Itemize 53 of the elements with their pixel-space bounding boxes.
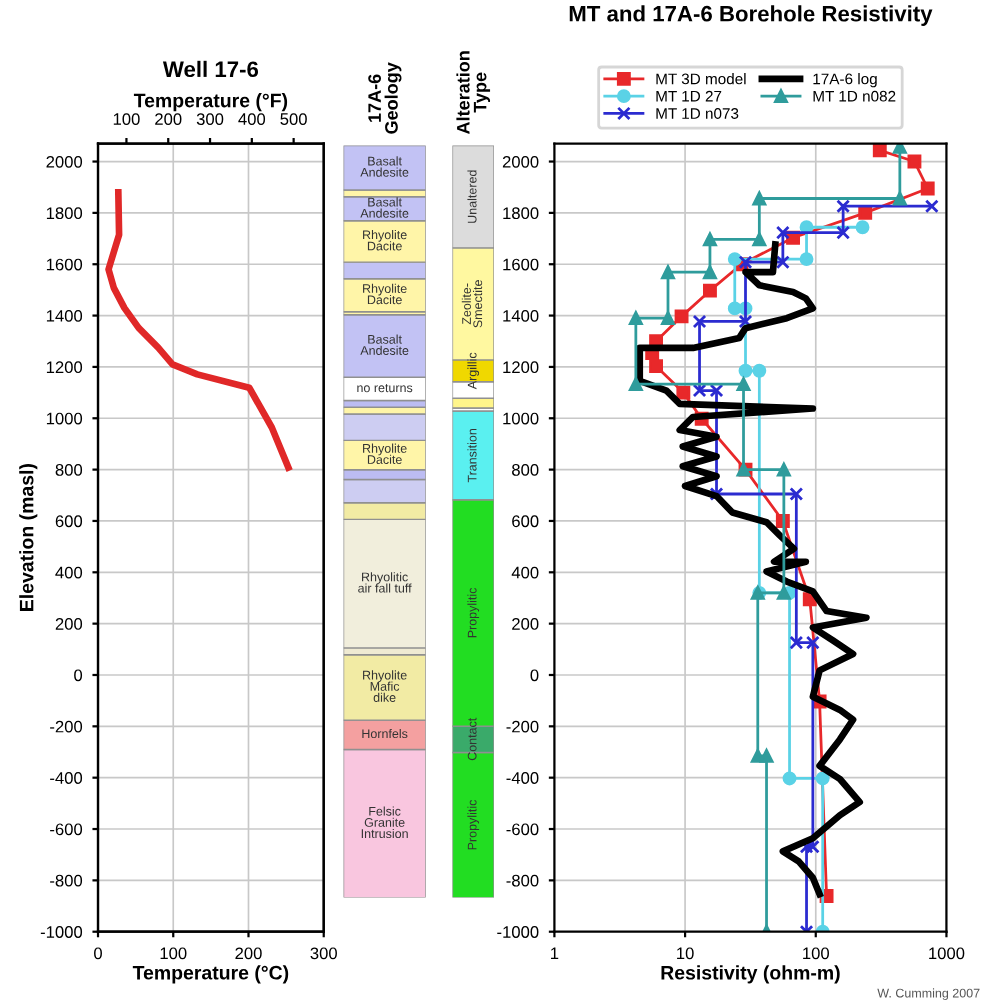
y-tick-label: 1600 xyxy=(46,258,83,271)
x-tick-label: 100 xyxy=(803,947,830,960)
y-tick-label: 800 xyxy=(512,464,539,476)
x2-tick-label: 300 xyxy=(196,113,224,125)
y-tick-label: 800 xyxy=(55,464,83,476)
y-tick-label: 1000 xyxy=(46,412,83,425)
x-tick-label: 0 xyxy=(94,947,102,960)
y-tick-label: -800 xyxy=(50,874,83,887)
y-tick-label: 2000 xyxy=(46,155,83,168)
x-axis-title: Temperature (°C) xyxy=(132,965,289,984)
y-tick-label: -1000 xyxy=(40,926,83,938)
y-tick-label: 600 xyxy=(512,515,539,528)
y-tick-label: 200 xyxy=(512,618,539,630)
x-tick-label: 1000 xyxy=(929,947,965,960)
y-tick-label: -600 xyxy=(506,823,539,836)
y-tick-label: 2000 xyxy=(502,155,539,168)
y-tick-label: 0 xyxy=(530,669,539,682)
y-tick-label: -400 xyxy=(506,772,539,784)
x2-tick-label: 100 xyxy=(113,113,140,125)
y-tick-label: 1200 xyxy=(503,361,539,374)
x-tick-label: 1 xyxy=(551,947,559,960)
y-tick-label: 600 xyxy=(55,515,83,528)
x2-tick-label: 500 xyxy=(280,113,307,125)
y-tick-label: 1400 xyxy=(503,309,539,322)
y-tick-label: 0 xyxy=(74,669,83,682)
y-tick-label: 400 xyxy=(55,566,83,579)
y-tick-label: 1000 xyxy=(503,412,539,425)
y-axis-title: Elevation (masl) xyxy=(19,464,38,611)
x-tick-label: 100 xyxy=(160,947,187,960)
y-tick-label: -1000 xyxy=(497,926,539,938)
chart-title: 17A-6 Geology xyxy=(368,62,402,134)
x2-tick-label: 200 xyxy=(155,113,182,125)
y-tick-label: 400 xyxy=(511,566,539,579)
y-tick-label: 1800 xyxy=(46,207,83,220)
chart-title: Well 17-6 xyxy=(162,60,259,78)
y-tick-label: 200 xyxy=(55,618,83,630)
y-tick-label: 1200 xyxy=(46,361,83,374)
x-axis-title: Resistivity (ohm-m) xyxy=(661,965,840,984)
chart-title: MT and 17A-6 Borehole Resistivity xyxy=(569,5,933,26)
y-tick-label: 1800 xyxy=(503,207,539,220)
y-tick-label: -800 xyxy=(506,874,539,887)
y-tick-label: -400 xyxy=(50,772,83,784)
x-tick-label: 300 xyxy=(310,947,337,960)
y-tick-label: 1400 xyxy=(46,309,83,322)
y-tick-label: -200 xyxy=(506,720,539,733)
x-tick-label: 10 xyxy=(677,947,694,960)
chart-title: Alteration Type xyxy=(456,51,491,135)
x-tick-label: 200 xyxy=(235,947,262,960)
x2-tick-label: 400 xyxy=(238,113,266,125)
y-tick-label: -200 xyxy=(50,720,83,733)
x2-axis-title: Temperature (°F) xyxy=(133,93,288,112)
y-tick-label: -600 xyxy=(50,823,83,836)
y-tick-label: 1600 xyxy=(503,258,539,271)
